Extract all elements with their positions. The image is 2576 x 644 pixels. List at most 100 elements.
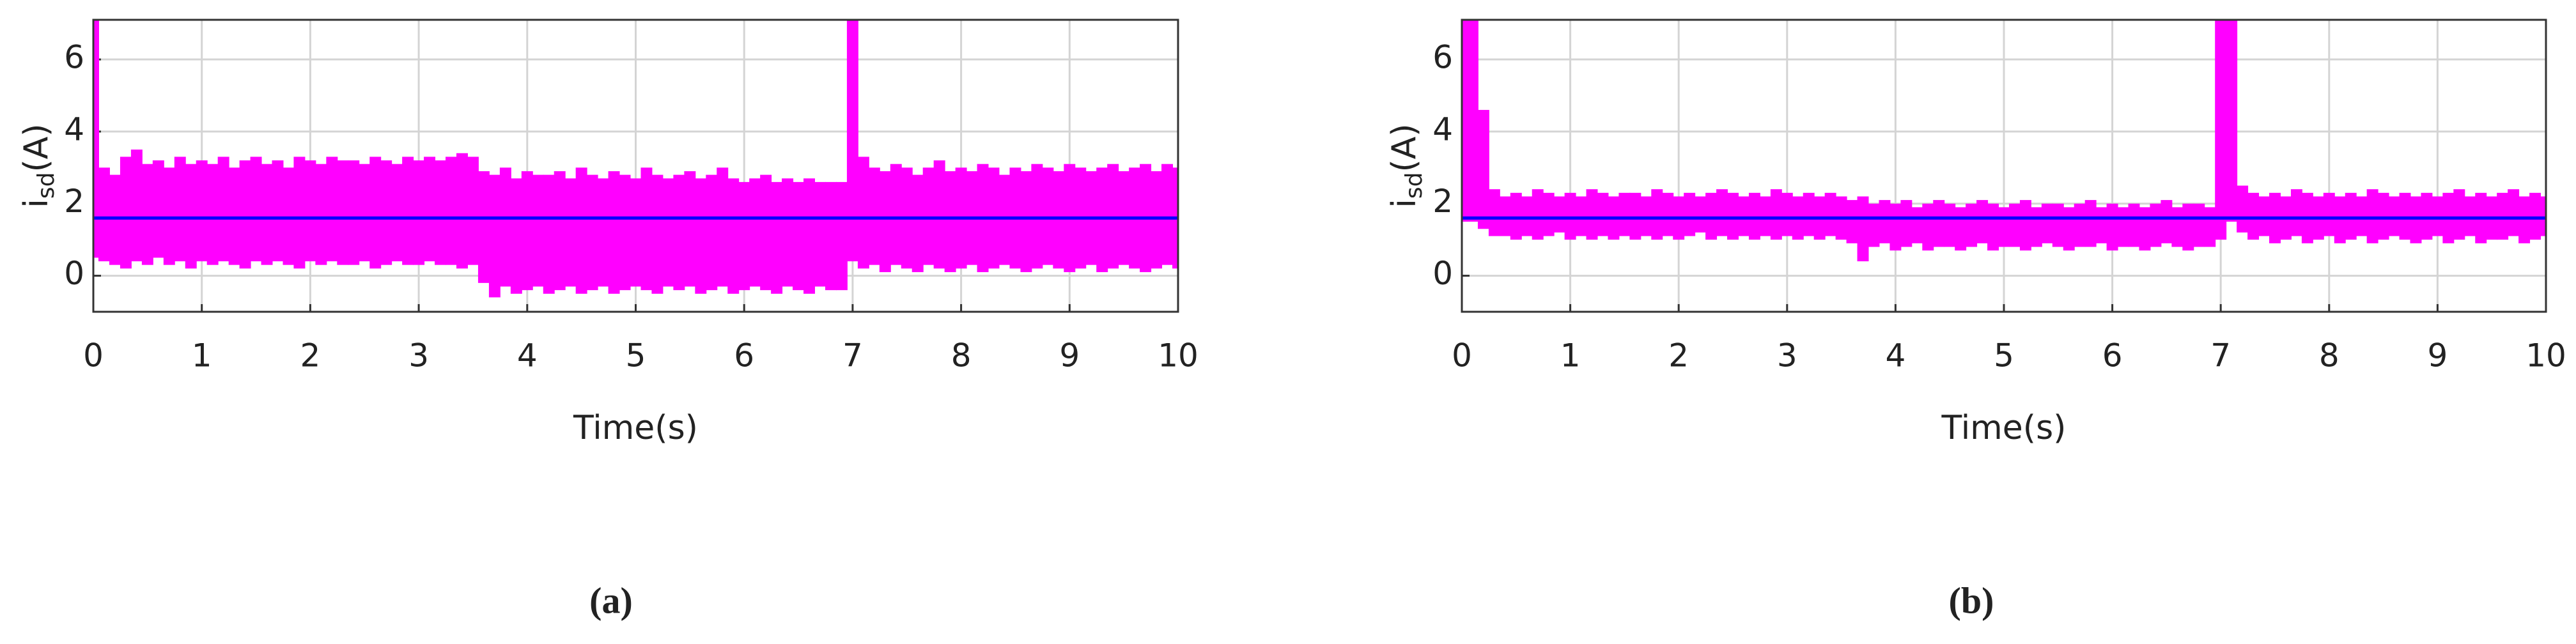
signal-band <box>304 160 316 262</box>
y-label-main: i <box>17 199 56 208</box>
signal-band <box>1618 192 1631 236</box>
signal-band <box>695 178 707 294</box>
signal-band <box>402 157 414 265</box>
signal-band <box>1586 189 1598 240</box>
signal-band <box>174 157 186 262</box>
signal-band <box>857 157 869 269</box>
signal-band <box>206 164 219 265</box>
signal-band <box>922 167 935 265</box>
y-label-main: i <box>1385 199 1424 208</box>
x-tick-label: 10 <box>2526 337 2566 374</box>
signal-band <box>424 157 436 262</box>
signal-band <box>196 160 208 262</box>
signal-band <box>348 160 360 265</box>
signal-band <box>2215 20 2227 240</box>
signal-band <box>120 157 132 269</box>
signal-band <box>1651 189 1663 240</box>
signal-band <box>2529 192 2541 240</box>
signal-band <box>2030 207 2042 247</box>
signal-band <box>499 167 511 287</box>
signal-band <box>575 167 587 294</box>
signal-band <box>326 157 338 262</box>
signal-band <box>879 171 891 272</box>
signal-band <box>933 160 945 269</box>
signal-band <box>163 167 175 265</box>
signal-band <box>467 157 479 265</box>
signal-band <box>185 164 197 269</box>
signal-band <box>1705 192 1718 240</box>
signal-band <box>2508 189 2520 236</box>
signal-band <box>2345 192 2357 240</box>
caption: (b) <box>1949 579 1994 621</box>
signal-band <box>1889 203 1902 251</box>
signal-band <box>2117 207 2129 247</box>
signal-band <box>1532 189 1544 240</box>
signal-band <box>521 171 533 291</box>
signal-band <box>2388 196 2400 236</box>
y-tick-label: 6 <box>1432 39 1453 76</box>
signal-band <box>1944 203 1956 247</box>
signal-band <box>1107 164 1119 269</box>
x-tick-label: 3 <box>408 337 429 374</box>
x-tick-label: 2 <box>1668 337 1689 374</box>
signal-band <box>1597 192 1609 236</box>
subplot: 0 1 2 3 4 5 6 7 8 9 10 0 2 4 6 Time(s) isd(A) (a) <box>17 19 1199 621</box>
signal-band <box>2226 20 2238 222</box>
signal-band <box>2497 192 2509 240</box>
y-tick-label: 0 <box>1432 255 1453 292</box>
caption: (a) <box>589 579 633 621</box>
signal-band <box>2377 192 2389 240</box>
signal-band <box>760 174 772 291</box>
signal-band <box>2290 189 2302 236</box>
signal-band <box>1575 196 1587 236</box>
y-label-unit: (A) <box>1385 123 1424 172</box>
signal-band <box>608 171 620 294</box>
signal-band <box>912 174 924 272</box>
signal-band <box>239 160 251 269</box>
y-label-unit: (A) <box>17 123 56 172</box>
signal-band <box>2171 207 2184 247</box>
signal-band <box>1161 164 1174 265</box>
signal-band <box>446 157 457 265</box>
signal-band <box>2074 203 2086 247</box>
signal-band <box>738 181 750 291</box>
x-tick-label: 8 <box>951 337 972 374</box>
signal-band <box>488 174 500 298</box>
signal-band <box>1662 192 1674 236</box>
signal-band <box>250 157 262 262</box>
signal-band <box>586 174 598 291</box>
signal-band <box>554 171 566 291</box>
signal-band <box>2421 192 2433 240</box>
signal-band <box>1976 200 1989 243</box>
signal-band <box>684 171 696 287</box>
signal-band <box>564 178 577 287</box>
x-tick-label: 5 <box>1994 337 2014 374</box>
signal-band <box>1031 164 1043 269</box>
signal-band <box>1521 196 1533 236</box>
signal-band <box>2182 203 2194 251</box>
signal-band <box>456 153 468 269</box>
signal-band <box>944 171 956 272</box>
signal-band <box>651 174 663 294</box>
signal-band <box>814 181 826 287</box>
signal-band <box>2540 196 2546 236</box>
signal-band <box>2161 200 2173 243</box>
signal-band <box>510 178 522 294</box>
signal-band <box>1770 189 1782 240</box>
signal-band <box>2193 203 2205 247</box>
signal-band <box>1737 196 1750 236</box>
signal-band <box>597 178 609 287</box>
signal-band <box>1042 167 1054 265</box>
signal-band <box>2258 196 2270 236</box>
signal-band <box>1900 200 1913 247</box>
y-tick-label: 0 <box>64 255 84 292</box>
signal-band <box>1477 110 1489 229</box>
signal-band <box>619 174 631 291</box>
signal-band <box>673 174 685 291</box>
x-tick-label: 1 <box>192 337 212 374</box>
signal-band <box>1466 20 1478 222</box>
signal-band <box>109 174 121 265</box>
signal-band <box>998 174 1011 265</box>
x-tick-label: 8 <box>2319 337 2339 374</box>
signal-band <box>2204 207 2216 247</box>
